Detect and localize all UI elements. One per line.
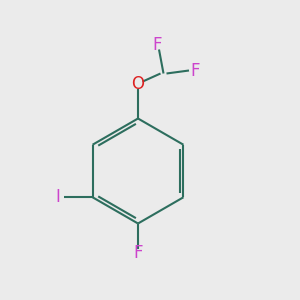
Text: O: O — [131, 75, 145, 93]
Text: F: F — [133, 244, 143, 262]
Text: F: F — [190, 61, 200, 80]
Text: I: I — [56, 188, 61, 206]
Text: F: F — [153, 36, 162, 54]
